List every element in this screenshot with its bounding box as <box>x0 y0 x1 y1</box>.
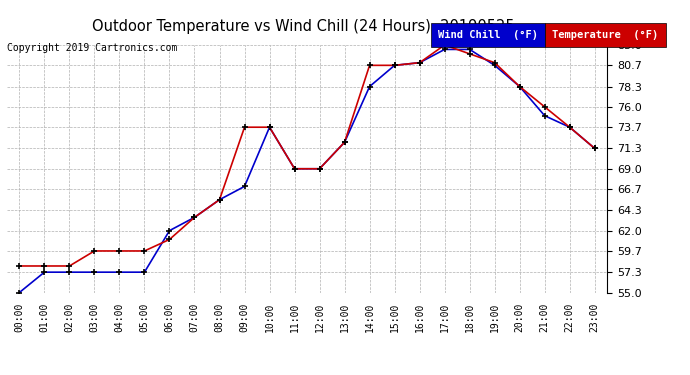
Text: Outdoor Temperature vs Wind Chill (24 Hours)  20190525: Outdoor Temperature vs Wind Chill (24 Ho… <box>92 19 515 34</box>
Text: Temperature  (°F): Temperature (°F) <box>553 30 658 40</box>
Text: Copyright 2019 Cartronics.com: Copyright 2019 Cartronics.com <box>7 43 177 53</box>
Text: Wind Chill  (°F): Wind Chill (°F) <box>438 30 538 40</box>
